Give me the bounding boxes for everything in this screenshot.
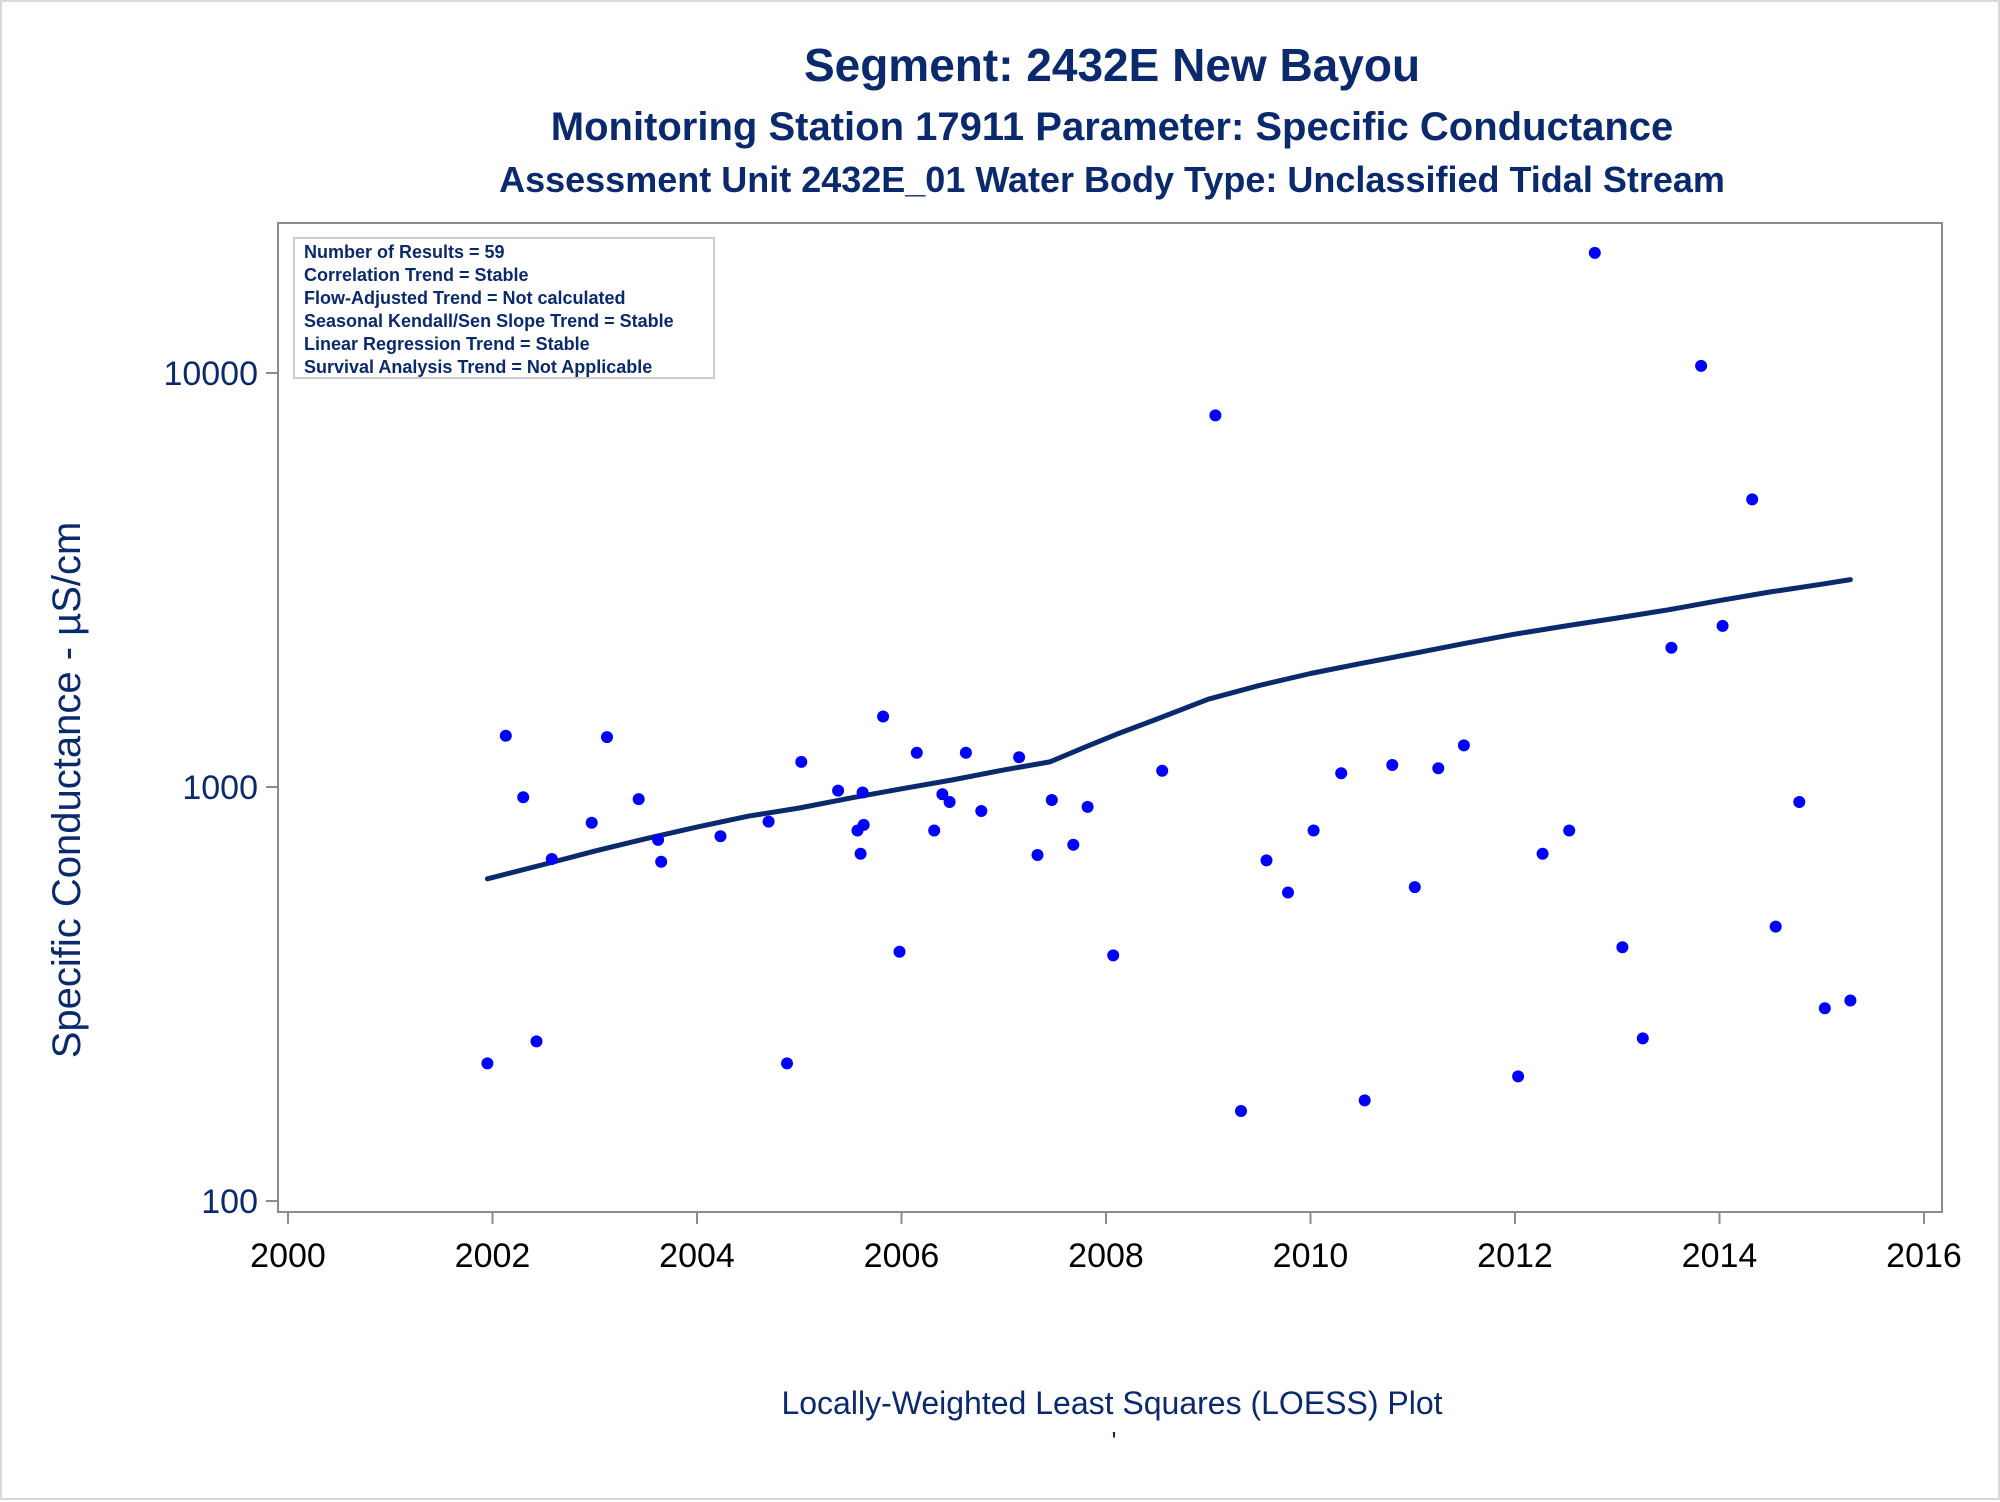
data-point — [1793, 796, 1806, 808]
data-point — [1716, 619, 1729, 632]
x-tick-label: 2002 — [455, 1237, 531, 1275]
data-point — [795, 755, 808, 768]
data-point — [1512, 1070, 1525, 1083]
data-point — [1457, 739, 1470, 752]
data-point — [1588, 246, 1601, 259]
data-point — [781, 1057, 793, 1070]
y-axis: 100 1000 10000 — [163, 355, 278, 1221]
x-tick-label: 2012 — [1477, 1237, 1553, 1275]
data-point — [1045, 794, 1058, 806]
x-tick-label: 2000 — [250, 1237, 326, 1275]
data-point — [832, 784, 845, 797]
data-point — [1013, 751, 1026, 764]
data-point — [854, 847, 867, 860]
info-line-6: Survival Analysis Trend = Not Applicable — [304, 357, 652, 377]
data-point — [1307, 824, 1320, 837]
loess-line-layer — [484, 577, 1853, 882]
data-point — [499, 729, 512, 742]
data-point — [1282, 886, 1294, 899]
footnote: Locally-Weighted Least Squares (LOESS) P… — [781, 1385, 1442, 1421]
y-tick-label: 10000 — [163, 355, 258, 393]
data-point — [1844, 994, 1857, 1007]
data-point — [1636, 1032, 1649, 1045]
data-point — [1536, 847, 1549, 860]
data-point — [1335, 767, 1348, 780]
data-points-layer — [481, 246, 1857, 1117]
data-point — [959, 746, 972, 759]
data-point — [762, 815, 775, 828]
info-line-4: Seasonal Kendall/Sen Slope Trend = Stabl… — [304, 311, 674, 331]
data-point — [714, 830, 727, 843]
data-point — [1769, 920, 1782, 933]
title-line-2: Monitoring Station 17911 Parameter: Spec… — [551, 105, 1674, 149]
footnote-mark: ' — [1112, 1426, 1117, 1456]
data-point — [1616, 941, 1629, 954]
data-point — [857, 818, 870, 831]
data-point — [1695, 359, 1708, 372]
data-point — [1067, 838, 1080, 851]
data-point — [601, 731, 613, 744]
data-point — [1563, 824, 1576, 837]
data-point — [975, 805, 988, 817]
plot-area — [277, 222, 1943, 1213]
data-point — [632, 793, 645, 806]
info-box: Number of Results = 59 Correlation Trend… — [293, 237, 715, 379]
y-tick-label: 100 — [201, 1183, 258, 1221]
loess-line — [484, 577, 1853, 882]
data-point — [652, 833, 665, 846]
data-point — [893, 945, 906, 958]
title-line-1: Segment: 2432E New Bayou — [804, 39, 1420, 91]
x-tick-label: 2010 — [1273, 1237, 1349, 1275]
data-point — [545, 853, 558, 865]
info-line-1: Number of Results = 59 — [304, 242, 505, 262]
data-point — [1260, 854, 1273, 867]
data-point — [1209, 409, 1222, 422]
title-line-3: Assessment Unit 2432E_01 Water Body Type… — [499, 159, 1725, 200]
data-point — [928, 824, 941, 837]
data-point — [1107, 949, 1120, 962]
info-line-5: Linear Regression Trend = Stable — [304, 334, 590, 354]
data-point — [910, 746, 923, 759]
data-point — [1235, 1105, 1247, 1117]
data-point — [943, 796, 956, 808]
y-tick-label: 1000 — [182, 769, 258, 807]
data-point — [585, 816, 598, 829]
data-point — [1665, 641, 1678, 654]
data-point — [856, 786, 869, 799]
data-point — [1818, 1002, 1831, 1015]
x-tick-label: 2008 — [1068, 1237, 1144, 1275]
data-point — [1386, 759, 1399, 771]
x-axis: 2000 2002 2004 2006 2008 2010 2012 2014 2016 — [250, 1212, 1962, 1275]
x-tick-label: 2004 — [659, 1237, 735, 1275]
data-point — [1081, 800, 1094, 813]
x-tick-label: 2016 — [1886, 1237, 1962, 1275]
data-point — [655, 855, 668, 868]
data-point — [481, 1057, 494, 1070]
data-point — [530, 1035, 543, 1048]
info-box-border — [293, 237, 715, 379]
data-point — [1156, 764, 1169, 777]
info-line-2: Correlation Trend = Stable — [304, 265, 529, 285]
data-point — [877, 710, 890, 723]
data-point — [1031, 849, 1044, 861]
data-point — [1746, 493, 1759, 506]
data-point — [1432, 762, 1445, 775]
x-tick-label: 2014 — [1682, 1237, 1758, 1275]
y-axis-label: Specific Conductance - µS/cm — [45, 522, 89, 1059]
data-point — [1358, 1094, 1371, 1107]
data-point — [936, 788, 949, 801]
x-tick-label: 2006 — [864, 1237, 940, 1275]
data-point — [1408, 881, 1421, 894]
data-point — [517, 791, 530, 804]
info-line-3: Flow-Adjusted Trend = Not calculated — [304, 288, 626, 308]
